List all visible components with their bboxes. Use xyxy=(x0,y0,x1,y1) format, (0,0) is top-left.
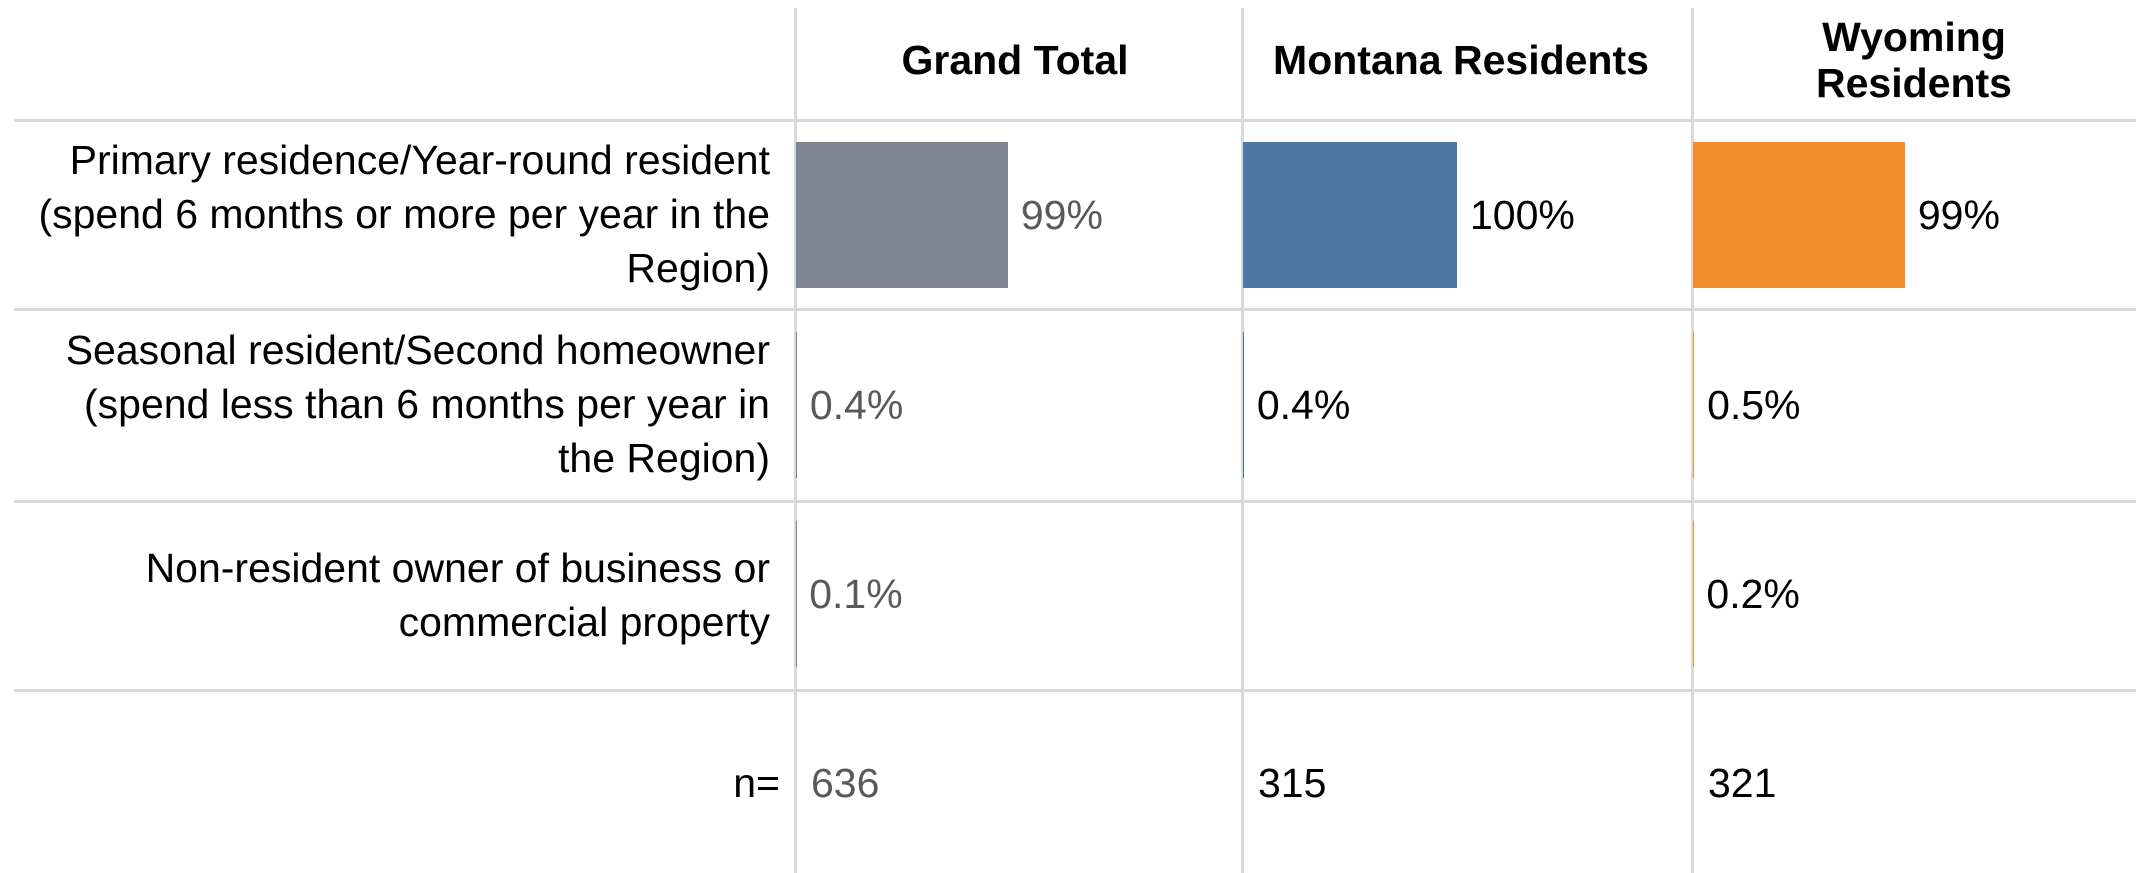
row-divider xyxy=(14,689,2136,692)
bar xyxy=(1693,142,1905,288)
value-label: 0.1% xyxy=(809,571,903,617)
n-value: 636 xyxy=(811,760,880,806)
value-label: 99% xyxy=(1020,192,1103,238)
row-label: Primary residence/Year-round resident (s… xyxy=(38,136,770,291)
bar xyxy=(796,332,797,478)
column-divider xyxy=(794,8,797,873)
n-label: n= xyxy=(733,760,780,806)
value-label: 100% xyxy=(1470,192,1575,238)
row-divider xyxy=(14,119,2136,122)
value-label: 0.4% xyxy=(1256,382,1351,428)
row-divider xyxy=(14,500,2136,503)
n-value: 315 xyxy=(1258,760,1327,806)
column-header: Grand Total xyxy=(901,36,1129,83)
value-label: 0.4% xyxy=(809,382,904,428)
row-label: Non-resident owner of business or commer… xyxy=(145,544,770,645)
value-label: 0.2% xyxy=(1706,571,1800,617)
row-label: Seasonal resident/Second homeowner (spen… xyxy=(65,327,770,481)
row-divider xyxy=(14,308,2136,311)
n-value: 321 xyxy=(1708,760,1777,806)
column-header: Montana Residents xyxy=(1273,36,1649,83)
bar xyxy=(796,142,1008,288)
column-header: Wyoming Residents xyxy=(1816,13,2012,106)
value-label: 99% xyxy=(1917,192,2000,238)
bar xyxy=(1243,142,1457,288)
column-divider xyxy=(1241,8,1244,873)
value-label: 0.5% xyxy=(1707,382,1801,428)
column-divider xyxy=(1691,8,1694,873)
bar xyxy=(1243,332,1244,478)
bar xyxy=(1693,332,1695,478)
